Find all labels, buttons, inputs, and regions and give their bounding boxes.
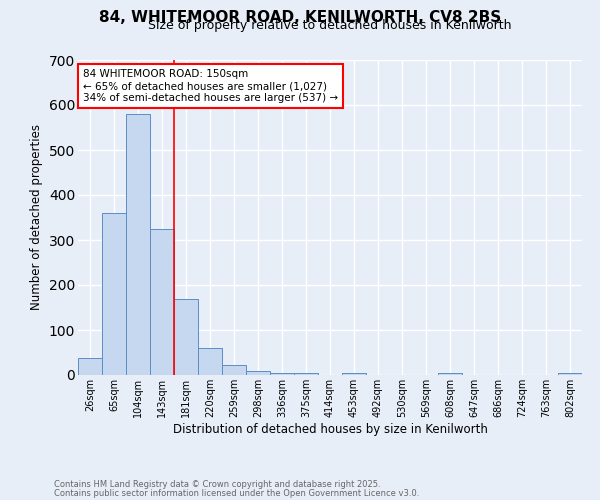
Bar [246,370,270,375]
Text: Contains HM Land Registry data © Crown copyright and database right 2025.: Contains HM Land Registry data © Crown c… [54,480,380,489]
Bar [222,365,246,375]
Bar [438,373,462,375]
X-axis label: Distribution of detached houses by size in Kenilworth: Distribution of detached houses by size … [173,422,487,436]
Y-axis label: Number of detached properties: Number of detached properties [30,124,43,310]
Bar [198,348,222,375]
Bar [126,114,150,375]
Text: 84, WHITEMOOR ROAD, KENILWORTH, CV8 2BS: 84, WHITEMOOR ROAD, KENILWORTH, CV8 2BS [99,10,501,25]
Text: Contains public sector information licensed under the Open Government Licence v3: Contains public sector information licen… [54,488,419,498]
Bar [102,213,126,375]
Bar [294,373,318,375]
Bar [342,373,366,375]
Bar [558,373,582,375]
Title: Size of property relative to detached houses in Kenilworth: Size of property relative to detached ho… [148,20,512,32]
Bar [150,229,174,375]
Text: 84 WHITEMOOR ROAD: 150sqm
← 65% of detached houses are smaller (1,027)
34% of se: 84 WHITEMOOR ROAD: 150sqm ← 65% of detac… [83,70,338,102]
Bar [78,358,102,375]
Bar [270,373,294,375]
Bar [174,298,198,375]
